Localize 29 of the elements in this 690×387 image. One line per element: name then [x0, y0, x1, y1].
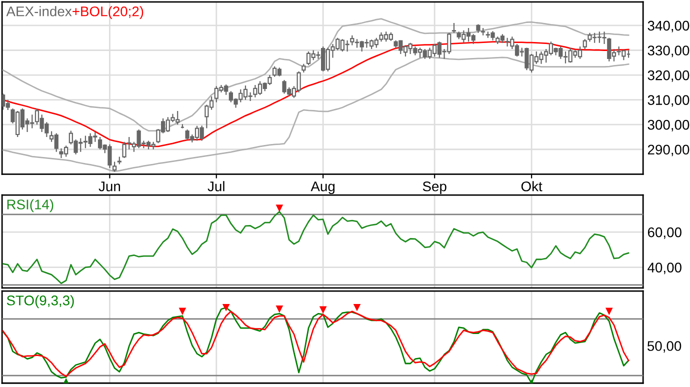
candlestick — [122, 141, 126, 159]
y-tick-label: 300,00 — [648, 120, 690, 132]
x-tick-label: Okt — [521, 181, 542, 192]
point — [178, 308, 186, 316]
text: +BOL(20;2) — [72, 6, 144, 20]
series-label: STO(9,3,3) — [6, 295, 74, 308]
point — [222, 304, 230, 312]
candlestick — [582, 38, 587, 50]
line-series — [2, 18, 630, 132]
x-tick-label: Aug — [310, 182, 335, 194]
x-tick-label: Jul — [208, 181, 224, 192]
candlestick — [452, 22, 456, 34]
y-tick-label: 310,00 — [648, 95, 690, 107]
y-tick-label: 340,00 — [648, 20, 690, 32]
y-tick-label: 290,00 — [648, 144, 690, 156]
point — [276, 305, 284, 313]
text: RSI(14) — [7, 199, 54, 212]
y-tick-label: 40,00 — [648, 262, 682, 274]
text: AEX-index — [6, 6, 72, 16]
candlestick — [112, 161, 117, 172]
x-tick-label: Jun — [98, 182, 120, 192]
y-tick-label: 60,00 — [648, 227, 682, 239]
point — [353, 304, 361, 312]
x-tick-label: Sep — [422, 181, 446, 194]
point — [605, 308, 613, 316]
point — [319, 306, 327, 314]
y-tick-label: 320,00 — [648, 70, 690, 82]
y-tick-label: 330,00 — [648, 46, 690, 58]
text: 50,00 — [647, 341, 682, 353]
